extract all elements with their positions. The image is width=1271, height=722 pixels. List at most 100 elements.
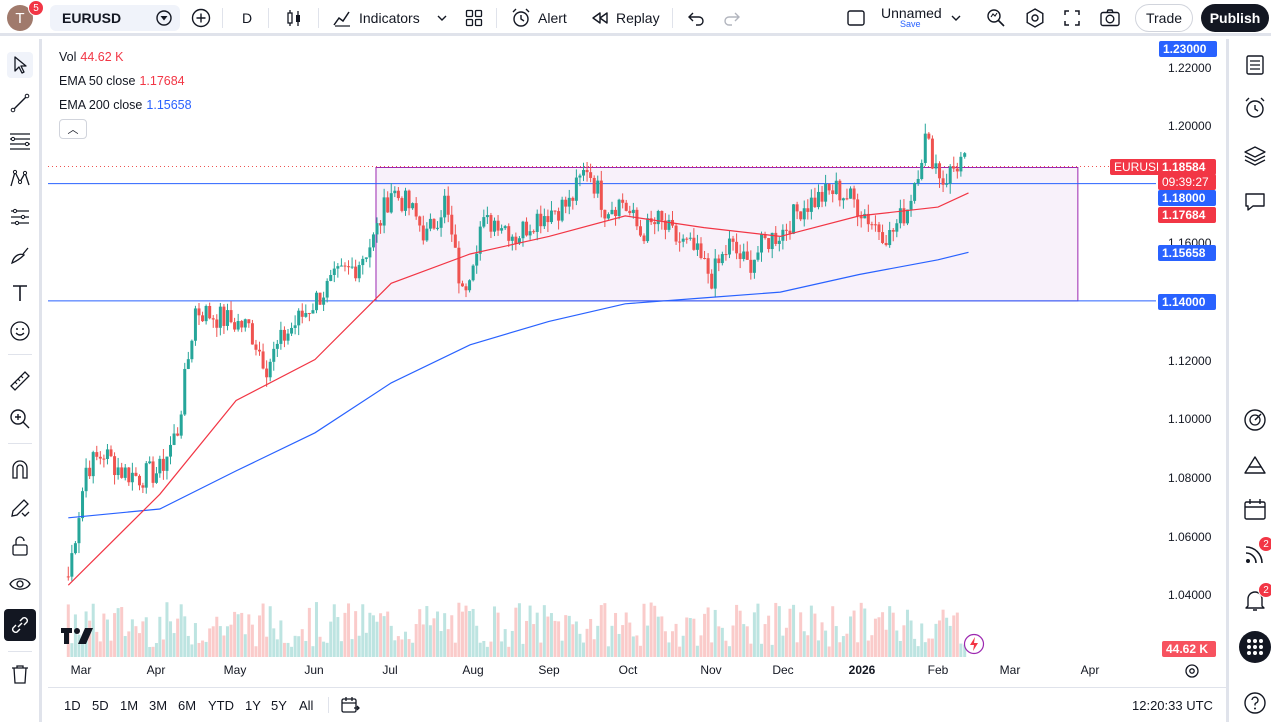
layout-checkbox-icon[interactable] (846, 4, 866, 32)
help-icon[interactable] (1241, 689, 1269, 717)
replay-button[interactable]: Replay (590, 4, 660, 32)
news-feed-icon[interactable] (1241, 540, 1269, 568)
volume-bar (123, 636, 127, 657)
range-5y[interactable]: 5Y (271, 698, 287, 713)
volume-bar (282, 642, 286, 657)
cursor-icon[interactable] (7, 52, 33, 78)
interval-button[interactable]: D (242, 10, 253, 26)
volume-bar (841, 636, 845, 657)
fullscreen-icon[interactable] (1062, 4, 1082, 32)
volume-bar (905, 609, 909, 657)
range-5d[interactable]: 5D (92, 698, 109, 713)
quick-search-icon[interactable] (985, 4, 1007, 32)
volume-bar (300, 629, 304, 657)
volume-bar (888, 606, 892, 657)
volume-bar (582, 642, 586, 657)
indicators-button[interactable]: Indicators (332, 4, 420, 32)
candle-body (856, 199, 860, 217)
range-1m[interactable]: 1M (120, 698, 139, 713)
legend-collapse-button[interactable]: ︿ (59, 119, 87, 139)
volume-bar (222, 635, 226, 657)
volume-bar (311, 646, 315, 657)
eye-icon[interactable] (7, 571, 33, 597)
ema200-line (68, 251, 969, 519)
x-tick: Apr (146, 663, 166, 677)
volume-bar (134, 626, 138, 657)
utc-clock[interactable]: 12:20:33 UTC (1132, 698, 1213, 713)
layouts-icon[interactable] (464, 4, 484, 32)
link-icon[interactable] (4, 609, 36, 641)
ema200-legend[interactable]: EMA 200 close 1.15658 (59, 98, 192, 112)
layout-save-label[interactable]: Save (900, 19, 921, 29)
trend-line-icon[interactable] (7, 90, 33, 116)
candle-body (134, 472, 138, 476)
range-3m[interactable]: 3M (149, 698, 168, 713)
brush-icon[interactable] (7, 242, 33, 268)
symbol-options-icon[interactable] (154, 4, 174, 32)
alert-button[interactable]: Alert (510, 4, 567, 32)
speedometer-icon[interactable] (1241, 406, 1269, 434)
chart-canvas[interactable] (48, 39, 1226, 687)
text-icon[interactable] (7, 280, 33, 306)
hline-upper-badge[interactable]: 1.18000 (1158, 190, 1216, 206)
ema50-legend[interactable]: EMA 50 close 1.17684 (59, 74, 185, 88)
hline-lower-badge[interactable]: 1.14000 (1158, 294, 1216, 310)
alarm-clock-icon[interactable] (1241, 94, 1269, 122)
watchlist-icon[interactable] (1241, 51, 1269, 79)
add-symbol-icon[interactable] (190, 4, 212, 32)
prediction-icon[interactable] (7, 204, 33, 230)
layout-dropdown-icon[interactable] (950, 4, 962, 32)
trade-button[interactable]: Trade (1135, 4, 1193, 32)
indicators-dropdown-icon[interactable] (436, 4, 448, 32)
trash-icon[interactable] (7, 661, 33, 687)
symbol-search[interactable] (50, 5, 180, 31)
ruler-icon[interactable] (7, 368, 33, 394)
settings-gear-icon[interactable] (1024, 4, 1046, 32)
date-range-icon[interactable] (340, 695, 360, 720)
emoji-icon[interactable] (7, 318, 33, 344)
ideas-icon[interactable] (1241, 451, 1269, 479)
volume-bar (475, 625, 479, 657)
volume-bar (318, 636, 322, 657)
volume-bar (161, 639, 165, 657)
candle-type-icon[interactable] (284, 4, 304, 32)
range-ytd[interactable]: YTD (208, 698, 234, 713)
candle-body (774, 232, 778, 244)
volume-legend[interactable]: Vol 44.62 K (59, 50, 123, 64)
range-6m[interactable]: 6M (178, 698, 197, 713)
range-1y[interactable]: 1Y (245, 698, 261, 713)
avatar-letter: T (15, 9, 25, 27)
price-level-badge[interactable]: 1.23000 (1159, 41, 1217, 57)
candle-body (432, 218, 436, 229)
volume-bar (599, 605, 603, 657)
layout-name[interactable]: Unnamed (881, 5, 942, 21)
drawing-mode-icon[interactable] (7, 495, 33, 521)
lock-icon[interactable] (7, 533, 33, 559)
price-chart[interactable]: Vol 44.62 K EMA 50 close 1.17684 EMA 200 c… (48, 39, 1226, 687)
volume-bar (927, 638, 931, 657)
publish-button[interactable]: Publish (1201, 4, 1269, 32)
undo-icon[interactable] (686, 4, 706, 32)
chat-icon[interactable] (1241, 188, 1269, 216)
range-all[interactable]: All (299, 698, 314, 713)
candle-body (706, 258, 710, 274)
candle-body (73, 543, 77, 554)
candle-body (148, 461, 152, 464)
candle-body (411, 203, 415, 209)
redo-icon[interactable] (722, 4, 742, 32)
calendar-icon[interactable] (1241, 495, 1269, 523)
magnet-icon[interactable] (7, 457, 33, 483)
volume-bar (272, 628, 276, 657)
layers-icon[interactable] (1241, 142, 1269, 170)
zoom-in-icon[interactable] (7, 406, 33, 432)
candle-body (229, 310, 233, 323)
symbol-price-tag: EURUSD (1110, 159, 1169, 175)
volume-bar (660, 616, 664, 657)
candle-body (311, 310, 315, 314)
range-1d[interactable]: 1D (64, 698, 81, 713)
volume-bar (898, 640, 902, 657)
camera-icon[interactable] (1099, 4, 1121, 32)
fib-retracement-icon[interactable] (7, 128, 33, 154)
pattern-icon[interactable] (7, 166, 33, 192)
apps-grid-icon[interactable] (1239, 631, 1271, 663)
